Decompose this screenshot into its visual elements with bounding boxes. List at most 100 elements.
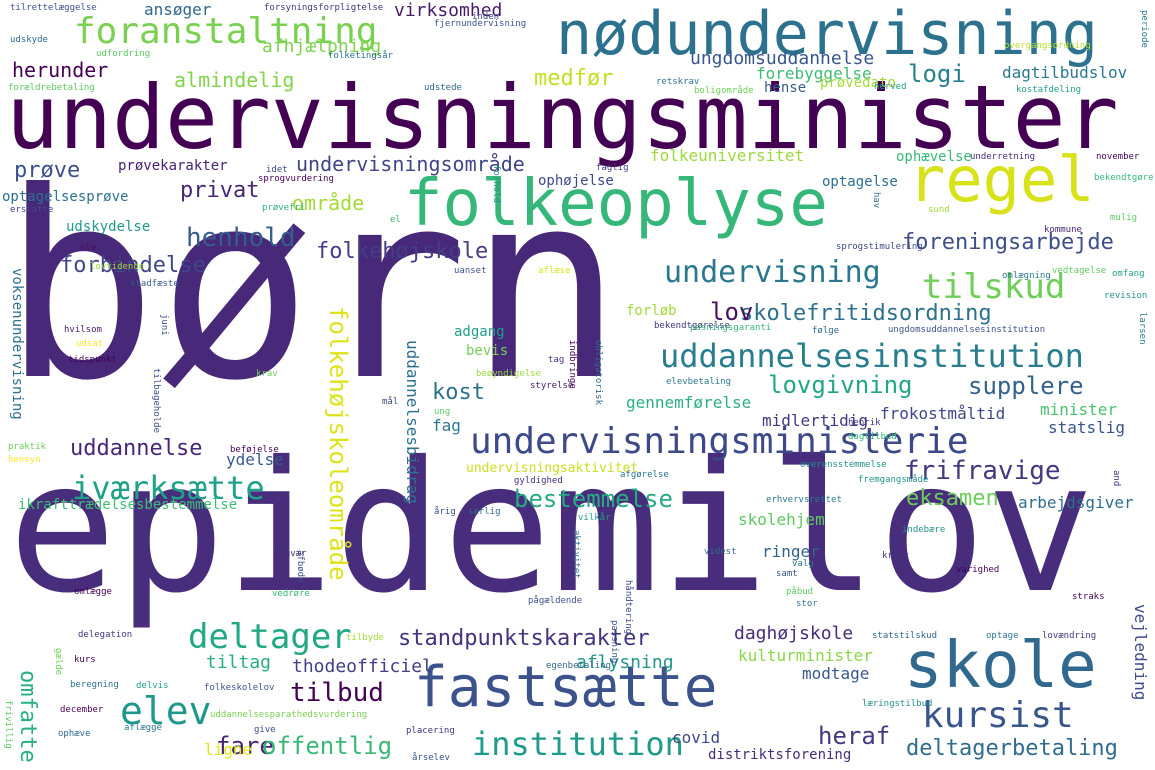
word: distriktsforening <box>708 747 852 763</box>
word: idet <box>266 165 288 175</box>
word: omfatte <box>15 670 40 763</box>
word: eksamen <box>906 486 999 511</box>
word: ansøger <box>144 0 212 19</box>
word: skolehjem <box>738 510 825 529</box>
word: mål <box>382 397 399 407</box>
word: undervisning <box>664 255 881 290</box>
word: prøvefri <box>262 203 306 213</box>
word: deltagerbetaling <box>906 736 1118 761</box>
word: kursist <box>922 695 1074 736</box>
word: afgørelse <box>620 470 669 480</box>
word: inden <box>472 12 500 22</box>
word: fastsætte <box>414 655 718 720</box>
word: epidemilov <box>8 422 1095 633</box>
word: frifravige <box>904 456 1061 486</box>
word: gælde <box>53 648 63 676</box>
word: offentlig <box>262 732 393 760</box>
word: valg <box>792 559 814 569</box>
word: erstatte <box>10 205 54 215</box>
word: frivillig <box>3 700 13 749</box>
word: regel <box>908 143 1095 216</box>
word: nødundervisning <box>556 0 1098 69</box>
word: undervisningsområde <box>296 152 525 176</box>
word: udskydelse <box>66 219 151 235</box>
word: obligatorisk <box>593 340 603 406</box>
word: forbindelse <box>60 253 206 278</box>
word: foreningsarbejde <box>902 230 1114 255</box>
word: pasningsgaranti <box>690 323 772 333</box>
word: varighed <box>956 565 1000 575</box>
word: folkeoplyse <box>404 167 828 241</box>
word: praktik <box>8 442 46 452</box>
word: optage <box>986 631 1019 641</box>
word: forebyggelse <box>756 64 872 83</box>
word: straks <box>1072 592 1105 602</box>
word: udsat <box>76 339 104 349</box>
word: forhold <box>491 165 501 203</box>
word: tiltag <box>206 652 272 673</box>
word: læringstilbud <box>862 699 933 709</box>
word: sund <box>928 205 950 215</box>
word: folkehøjskoleområde <box>324 306 352 581</box>
word: indebære <box>902 525 946 535</box>
word: prøve <box>14 158 81 183</box>
word: gennemførelse <box>626 393 752 412</box>
word: hvilsom <box>64 325 102 335</box>
word: bekendtgøre <box>1094 173 1154 183</box>
word: udstede <box>424 83 462 93</box>
word: ungdomsuddannelsesinstitution <box>888 325 1046 335</box>
word: boligområde <box>694 86 754 96</box>
word: optagelsesprøve <box>2 189 129 205</box>
word: henhold <box>186 223 296 253</box>
word: privat <box>180 178 260 203</box>
word: ophøjelse <box>538 173 614 189</box>
word: kraft <box>882 551 910 561</box>
word: kost <box>432 380 485 405</box>
word: institution <box>472 725 684 763</box>
word: tilbyde <box>346 633 384 643</box>
word: delvis <box>136 681 169 691</box>
word: juni <box>159 314 169 336</box>
word: kostafdeling <box>1016 85 1082 95</box>
word: særlig <box>468 507 501 517</box>
word: afhjælpning <box>262 36 382 57</box>
word: foranstaltning <box>74 11 378 52</box>
word: forsyningsforpligtelse <box>264 3 384 13</box>
word: styrelse <box>530 381 574 391</box>
word: overgangsordning <box>1004 41 1091 51</box>
word: tidspunkt <box>68 355 117 365</box>
word: herunder <box>12 58 109 82</box>
word: fravær <box>274 549 307 559</box>
word: minister <box>1040 400 1118 419</box>
word: logi <box>908 60 966 88</box>
word: vejledning <box>1131 604 1150 701</box>
word: dagtilbudslov <box>1002 63 1128 82</box>
word: folkehøjskole <box>316 239 489 264</box>
word: fremgangsmåde <box>858 475 929 485</box>
word: kommune <box>1044 225 1082 235</box>
word: ligne <box>204 740 253 759</box>
word: vedtagelse <box>1052 266 1107 276</box>
word: bestemmelse <box>514 485 673 513</box>
word: aflægge <box>124 723 162 733</box>
word: tilbud <box>290 678 384 708</box>
word: håndtering <box>623 580 633 635</box>
word: folkeuniversitet <box>650 146 805 165</box>
word: tilskud <box>922 267 1066 307</box>
word: tilrettelæggelse <box>10 3 97 13</box>
word: uddannelsesparathedsvurdering <box>210 710 368 720</box>
word: midlertidig <box>762 411 868 430</box>
word: pågældende <box>528 596 583 606</box>
word: tilbageholde <box>151 368 161 434</box>
word: covid <box>672 728 721 747</box>
word: kulturminister <box>738 646 873 665</box>
word: udfordring <box>96 49 151 59</box>
word: lovgivning <box>768 371 913 399</box>
word: prøvekarakter <box>118 158 228 174</box>
word: skole <box>904 629 1097 703</box>
word: krav <box>256 369 278 379</box>
word: sprogstimulering <box>836 242 923 252</box>
word: beøyndigelse <box>476 369 542 379</box>
word: ophæve <box>58 729 91 739</box>
